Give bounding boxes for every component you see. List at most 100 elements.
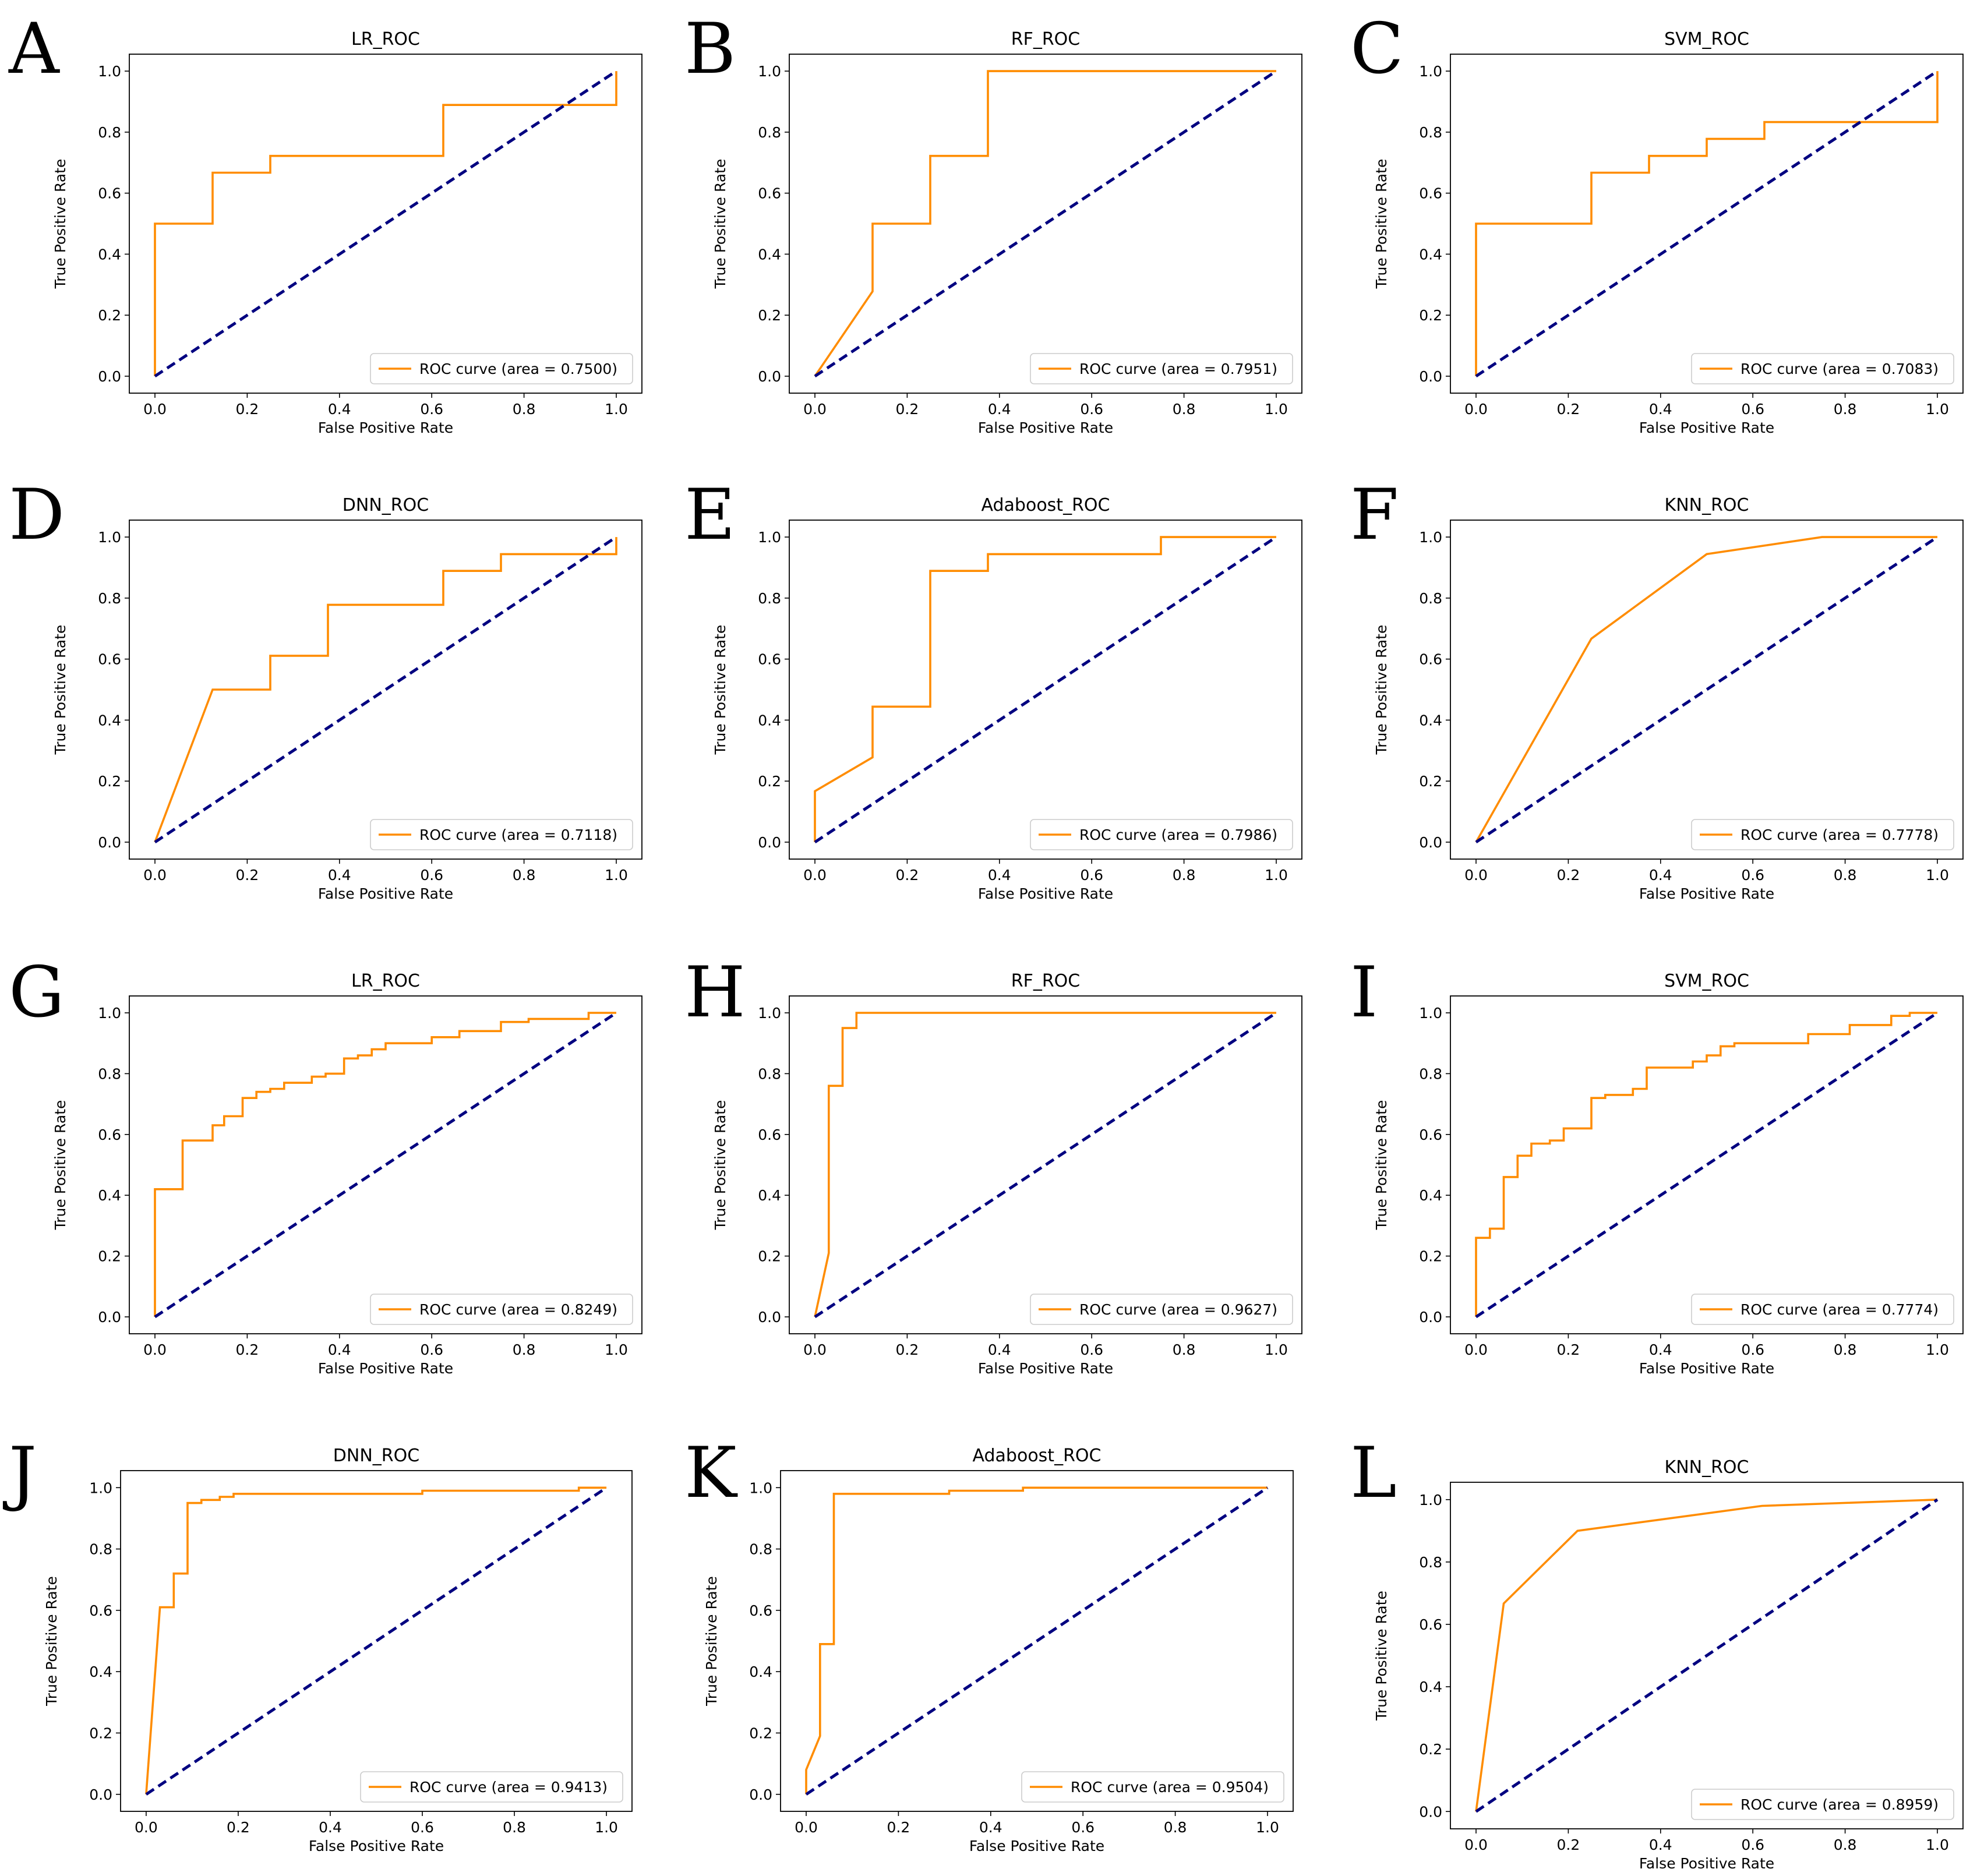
legend-label: ROC curve (area = 0.7083) <box>1740 361 1939 377</box>
x-tick-label: 0.4 <box>1649 867 1672 884</box>
chance-line <box>154 536 617 843</box>
chart-title: KNN_ROC <box>1665 1457 1749 1478</box>
y-tick-label: 0.0 <box>758 368 781 385</box>
y-axis-label: True Positive Rate <box>1373 1100 1390 1231</box>
roc-curve <box>154 537 617 843</box>
roc-curve <box>1475 1012 1937 1317</box>
y-tick-label: 0.2 <box>98 773 121 790</box>
y-tick-label: 1.0 <box>758 1005 781 1022</box>
x-tick-label: 0.0 <box>135 1819 158 1836</box>
y-tick-label: 0.2 <box>98 307 121 324</box>
y-tick-label: 0.4 <box>1419 712 1442 729</box>
legend-label: ROC curve (area = 0.8249) <box>419 1301 617 1318</box>
panel-letter: E <box>684 475 736 556</box>
chart-title: DNN_ROC <box>333 1446 419 1466</box>
axes-frame <box>129 520 642 860</box>
panel-letter: J <box>2 1433 37 1514</box>
y-tick-label: 1.0 <box>98 529 121 546</box>
y-tick-label: 0.0 <box>758 1309 781 1326</box>
legend-box <box>1691 1789 1954 1820</box>
x-axis-label: False Positive Rate <box>309 1838 444 1854</box>
x-tick-label: 0.2 <box>1557 867 1580 884</box>
x-tick-label: 0.6 <box>1741 1836 1764 1853</box>
y-tick-label: 0.6 <box>1419 1616 1442 1633</box>
roc-panel-a: A LR_ROC 0.0 0.2 0.4 0.6 0.8 1.0 0.0 0.2 0.4 0.6 0.8… <box>8 9 642 436</box>
y-tick-label: 0.6 <box>1419 1126 1442 1143</box>
roc-curve <box>805 1486 1268 1794</box>
roc-curve <box>1475 1499 1938 1812</box>
x-axis-label: False Positive Rate <box>978 1360 1113 1377</box>
y-tick-label: 0.8 <box>1419 1554 1442 1571</box>
y-axis-label: True Positive Rate <box>712 159 729 289</box>
legend-label: ROC curve (area = 0.8959) <box>1740 1796 1939 1813</box>
y-tick-label: 0.0 <box>98 368 121 385</box>
panel-letter: F <box>1350 475 1399 556</box>
chance-line <box>145 1486 608 1796</box>
y-tick-label: 0.8 <box>98 1065 121 1082</box>
y-tick-label: 1.0 <box>749 1479 772 1496</box>
legend-box <box>1691 819 1954 850</box>
x-tick-label: 0.8 <box>1173 1341 1196 1358</box>
chance-line <box>1475 536 1939 843</box>
roc-curve <box>145 1486 607 1794</box>
y-tick-label: 0.6 <box>1419 185 1442 202</box>
y-tick-label: 0.4 <box>758 246 781 263</box>
roc-curve <box>814 70 1276 377</box>
y-tick-label: 0.0 <box>98 834 121 851</box>
legend-box <box>1021 1771 1284 1803</box>
panel-letter: B <box>684 9 736 90</box>
x-tick-label: 0.6 <box>420 401 443 418</box>
x-axis-label: False Positive Rate <box>1639 1855 1774 1872</box>
x-tick-label: 0.6 <box>1080 401 1103 418</box>
y-tick-label: 0.4 <box>758 712 781 729</box>
x-tick-label: 0.0 <box>795 1819 818 1836</box>
roc-curve <box>814 1012 1276 1317</box>
y-tick-label: 0.6 <box>1419 651 1442 668</box>
axes-frame <box>120 1470 633 1812</box>
x-tick-label: 0.6 <box>1080 1341 1103 1358</box>
x-tick-label: 0.8 <box>1834 867 1857 884</box>
legend-box <box>1030 353 1293 384</box>
chart-title: KNN_ROC <box>1665 495 1749 515</box>
roc-panel-k: K Adaboost_ROC 0.0 0.2 0.4 0.6 0.8 1.0 0.0 0.2 0.4… <box>684 1433 1294 1854</box>
x-tick-label: 1.0 <box>1256 1819 1279 1836</box>
chance-line <box>814 70 1277 377</box>
axes-frame <box>1450 995 1964 1334</box>
roc-panel-g: G LR_ROC 0.0 0.2 0.4 0.6 0.8 1.0 0.0 0.2 0.4 0.6 0.8… <box>9 952 642 1377</box>
roc-curve <box>1475 536 1937 843</box>
axes-frame <box>789 520 1302 860</box>
y-tick-label: 0.4 <box>1419 246 1442 263</box>
x-axis-label: False Positive Rate <box>318 885 453 902</box>
x-tick-label: 1.0 <box>605 401 628 418</box>
x-tick-label: 0.4 <box>988 1341 1011 1358</box>
y-tick-label: 0.8 <box>1419 590 1442 607</box>
x-tick-label: 0.0 <box>143 401 167 418</box>
x-tick-label: 0.8 <box>503 1819 526 1836</box>
x-axis-label: False Positive Rate <box>978 419 1113 436</box>
y-tick-label: 0.2 <box>749 1725 772 1741</box>
y-tick-label: 0.2 <box>1419 1248 1442 1265</box>
y-tick-label: 0.8 <box>758 590 781 607</box>
legend-box <box>1030 1294 1293 1325</box>
y-tick-label: 0.0 <box>98 1309 121 1326</box>
roc-curve <box>154 71 617 376</box>
y-tick-label: 1.0 <box>1419 529 1442 546</box>
roc-panel-l: L KNN_ROC 0.0 0.2 0.4 0.6 0.8 1.0 0.0 0.2 0.4 0.6 0.… <box>1350 1433 1964 1872</box>
y-tick-label: 1.0 <box>1419 1005 1442 1022</box>
roc-panel-b: B RF_ROC 0.0 0.2 0.4 0.6 0.8 1.0 0.0 0.2 0.4 0.6 0.8… <box>684 9 1302 436</box>
x-tick-label: 0.6 <box>420 1341 443 1358</box>
y-tick-label: 0.6 <box>758 1126 781 1143</box>
roc-curve <box>1475 71 1939 376</box>
axes-frame <box>1450 54 1964 394</box>
legend-box <box>370 353 633 384</box>
y-tick-label: 0.8 <box>98 590 121 607</box>
y-tick-label: 1.0 <box>758 63 781 80</box>
x-tick-label: 0.8 <box>513 1341 536 1358</box>
legend-label: ROC curve (area = 0.9627) <box>1079 1301 1277 1318</box>
roc-curve <box>814 536 1276 842</box>
y-tick-label: 1.0 <box>758 529 781 546</box>
panel-letter: H <box>684 952 746 1033</box>
axes-frame <box>129 995 642 1334</box>
x-tick-label: 0.0 <box>1464 401 1488 418</box>
roc-panel-h: H RF_ROC 0.0 0.2 0.4 0.6 0.8 1.0 0.0 0.2 0.4 0.6 0.8… <box>684 952 1302 1377</box>
